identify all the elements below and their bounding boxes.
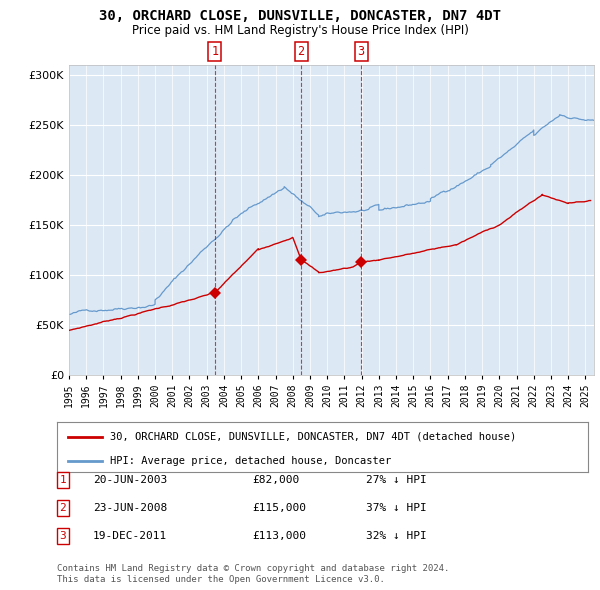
Text: 1: 1	[211, 45, 218, 58]
Text: 2: 2	[298, 45, 305, 58]
Text: 19-DEC-2011: 19-DEC-2011	[93, 532, 167, 541]
Text: 30, ORCHARD CLOSE, DUNSVILLE, DONCASTER, DN7 4DT (detached house): 30, ORCHARD CLOSE, DUNSVILLE, DONCASTER,…	[110, 432, 517, 442]
Text: £115,000: £115,000	[252, 503, 306, 513]
Text: £113,000: £113,000	[252, 532, 306, 541]
Text: HPI: Average price, detached house, Doncaster: HPI: Average price, detached house, Donc…	[110, 456, 391, 466]
Text: 27% ↓ HPI: 27% ↓ HPI	[366, 475, 427, 484]
Text: £82,000: £82,000	[252, 475, 299, 484]
Text: 32% ↓ HPI: 32% ↓ HPI	[366, 532, 427, 541]
Text: 23-JUN-2008: 23-JUN-2008	[93, 503, 167, 513]
Text: 2: 2	[59, 503, 67, 513]
Text: 3: 3	[358, 45, 365, 58]
Text: 30, ORCHARD CLOSE, DUNSVILLE, DONCASTER, DN7 4DT: 30, ORCHARD CLOSE, DUNSVILLE, DONCASTER,…	[99, 9, 501, 23]
Text: 37% ↓ HPI: 37% ↓ HPI	[366, 503, 427, 513]
Text: 3: 3	[59, 532, 67, 541]
Text: 20-JUN-2003: 20-JUN-2003	[93, 475, 167, 484]
Text: Price paid vs. HM Land Registry's House Price Index (HPI): Price paid vs. HM Land Registry's House …	[131, 24, 469, 37]
Text: Contains HM Land Registry data © Crown copyright and database right 2024.: Contains HM Land Registry data © Crown c…	[57, 565, 449, 573]
Text: 1: 1	[59, 475, 67, 484]
Text: This data is licensed under the Open Government Licence v3.0.: This data is licensed under the Open Gov…	[57, 575, 385, 584]
